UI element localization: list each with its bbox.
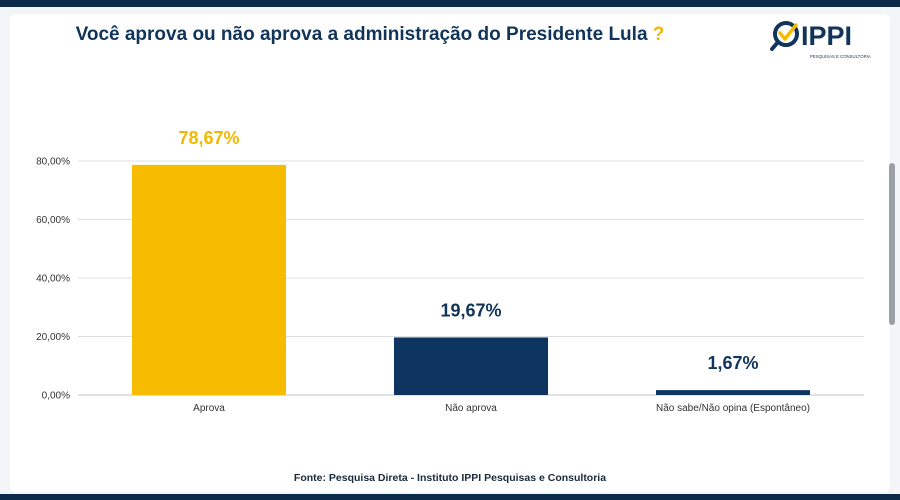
top-band bbox=[0, 0, 900, 7]
logo-tagline-text: PESQUISAS E CONSULTORIA bbox=[810, 54, 871, 59]
x-tick-label: Aprova bbox=[193, 403, 225, 414]
magnifier-icon bbox=[773, 21, 799, 47]
x-tick-label: Não sabe/Não opina (Espontâneo) bbox=[656, 403, 810, 414]
y-tick-label: 80,00% bbox=[36, 157, 70, 168]
y-tick-label: 20,00% bbox=[36, 332, 70, 343]
ippi-logo: IPPI PESQUISAS E CONSULTORIA bbox=[770, 12, 880, 64]
source-note: Fonte: Pesquisa Direta - Instituto IPPI … bbox=[293, 472, 607, 484]
chart-title-mark: ? bbox=[652, 24, 665, 45]
y-tick-label: 0,00% bbox=[42, 391, 70, 402]
x-tick-label: Não aprova bbox=[445, 403, 497, 414]
data-label: 1,67% bbox=[707, 353, 758, 373]
data-label: 19,67% bbox=[440, 300, 501, 320]
bar bbox=[394, 337, 548, 395]
bottom-band bbox=[0, 494, 900, 500]
ippi-logo-graphic: IPPI PESQUISAS E CONSULTORIA bbox=[770, 21, 871, 59]
logo-brand-text: IPPI bbox=[801, 21, 852, 51]
bar bbox=[132, 164, 286, 395]
chart-title-text: Você aprova ou não aprova a administraçã… bbox=[75, 24, 648, 45]
checkmark-icon bbox=[778, 23, 798, 41]
chart-title: Você aprova ou não aprova a administraçã… bbox=[50, 22, 690, 48]
data-label: 78,67% bbox=[178, 128, 239, 148]
y-tick-label: 40,00% bbox=[36, 274, 70, 285]
y-tick-label: 60,00% bbox=[36, 215, 70, 226]
magnifier-handle-icon bbox=[770, 40, 780, 51]
vertical-scrollbar[interactable] bbox=[889, 163, 895, 325]
bar bbox=[656, 390, 810, 395]
